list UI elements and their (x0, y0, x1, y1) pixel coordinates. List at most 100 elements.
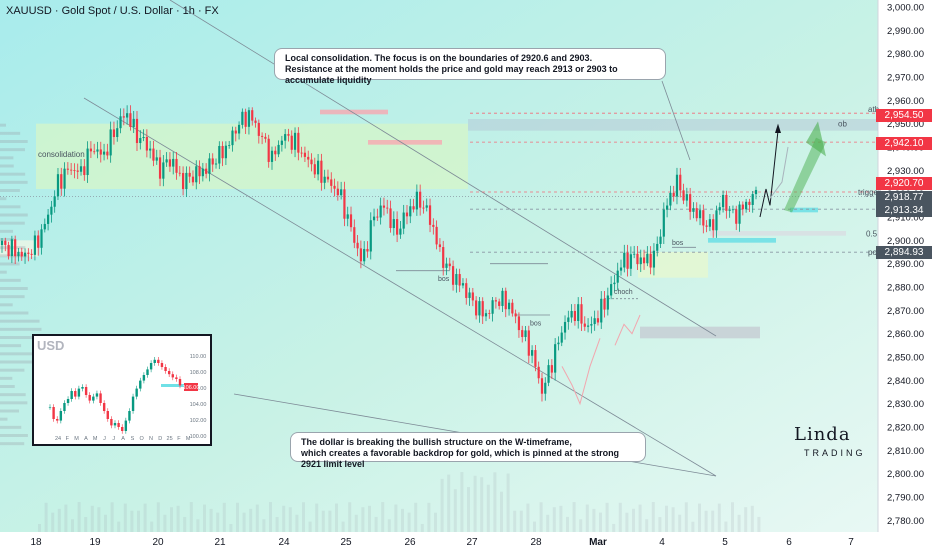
volume-bar (335, 503, 338, 532)
candle-body (73, 170, 76, 171)
volume-bar (651, 502, 655, 532)
channel-upper-line (169, 0, 717, 337)
volume-bar (612, 523, 616, 532)
candle-body (563, 321, 567, 333)
volume-profile-bar (0, 197, 7, 201)
candle-body (748, 201, 751, 205)
volume-bar (137, 510, 140, 532)
candle-body (93, 151, 96, 153)
candle-body (369, 220, 372, 252)
candle-body (405, 212, 409, 217)
volume-bar (546, 514, 550, 532)
candle-body (718, 207, 721, 211)
volume-profile-bar (0, 376, 13, 380)
volume-bar (394, 504, 398, 532)
x-tick-label: 25 (340, 537, 352, 548)
candle-body (218, 145, 221, 164)
candle-body (570, 310, 573, 318)
candle-body (626, 252, 629, 269)
volume-bar (255, 504, 259, 532)
candle-body (731, 209, 735, 211)
volume-bar (737, 514, 741, 532)
volume-bar (295, 514, 299, 532)
candle-body (524, 330, 527, 338)
inset-candle-body (52, 407, 55, 419)
x-tick-label: 24 (278, 537, 290, 548)
inset-x-tick: 25 (167, 436, 173, 442)
candle-body (412, 206, 415, 210)
annotation-labels: consolidation bos bos choch bos ath ob trigger 0… (38, 105, 881, 327)
inset-candle-body (142, 375, 146, 381)
candle-body (409, 206, 412, 217)
inset-candle-body (171, 374, 174, 378)
candle-body (468, 292, 471, 298)
volume-bar (117, 521, 121, 532)
candle-body (175, 158, 178, 173)
candle-body (633, 253, 636, 255)
y-tick-label: 2,860.00 (887, 329, 924, 340)
poi-label: poi (868, 248, 879, 257)
candle-body (692, 208, 695, 212)
candle-body (754, 189, 758, 195)
volume-bar (552, 507, 556, 532)
inset-x-tick: F (177, 436, 181, 442)
candle-body (155, 157, 158, 161)
cyan-zone-2 (708, 238, 776, 243)
volume-bar (506, 473, 510, 532)
inset-y-tick: 104.00 (190, 402, 207, 408)
inset-x-tick: M (186, 436, 191, 442)
inset-candle-body (77, 388, 81, 397)
volume-bar (717, 503, 721, 532)
inset-x-tick: J (112, 436, 115, 442)
candle-body (662, 209, 665, 237)
candle-body (521, 330, 524, 338)
callout-top-line2: Resistance at the moment holds the price… (285, 64, 618, 85)
volume-profile-bar (0, 409, 20, 413)
y-tick-label: 2,830.00 (887, 399, 924, 410)
volume-profile-bar (0, 368, 25, 372)
candle-body (606, 295, 609, 310)
volume-bar (84, 516, 88, 532)
inset-candle-body (117, 423, 120, 427)
x-tick-label: 7 (848, 537, 854, 548)
candle-body (649, 253, 652, 268)
candle-body (399, 228, 402, 235)
volume-bar (513, 510, 517, 532)
candle-body (198, 166, 201, 177)
candle-body (20, 251, 23, 257)
volume-bar (321, 510, 325, 532)
volume-bar (315, 503, 319, 532)
candle-body (656, 243, 659, 251)
volume-bar (704, 510, 708, 532)
volume-bar (632, 508, 635, 532)
volume-bar (539, 502, 543, 532)
candle-body (642, 257, 646, 264)
volume-bar (447, 474, 451, 532)
volume-bar (368, 505, 371, 532)
y-tick-label: 2,810.00 (887, 446, 924, 457)
volume-profile-bar (0, 434, 28, 437)
candle-body (491, 300, 494, 314)
volume-bar (308, 521, 312, 532)
y-tick-label: 2,990.00 (887, 26, 924, 37)
volume-profile-bar (0, 221, 25, 225)
volume-bar (731, 502, 734, 532)
inset-candle-body (70, 391, 73, 399)
y-tick-label: 2,890.00 (887, 259, 924, 270)
callout-top-line1: Local consolidation. The focus is on the… (285, 53, 593, 63)
x-tick-label: Mar (589, 537, 607, 548)
candle-body (237, 124, 241, 134)
usd-inset-chart[interactable]: USD 110.00 108.00 106.00 104.00 102.00 100.00… (32, 334, 212, 446)
candle-body (224, 145, 227, 159)
volume-bar (57, 508, 61, 532)
x-tick-label: 27 (466, 537, 478, 548)
candle-body (396, 219, 399, 235)
volume-bar (678, 514, 682, 532)
y-tick-label: 2,960.00 (887, 96, 924, 107)
inset-candle-body (99, 393, 102, 403)
candles-layer (0, 105, 758, 402)
candle-body (99, 149, 102, 155)
volume-profile-bar (0, 254, 28, 258)
candle-body (382, 205, 386, 208)
candle-body (666, 205, 669, 210)
